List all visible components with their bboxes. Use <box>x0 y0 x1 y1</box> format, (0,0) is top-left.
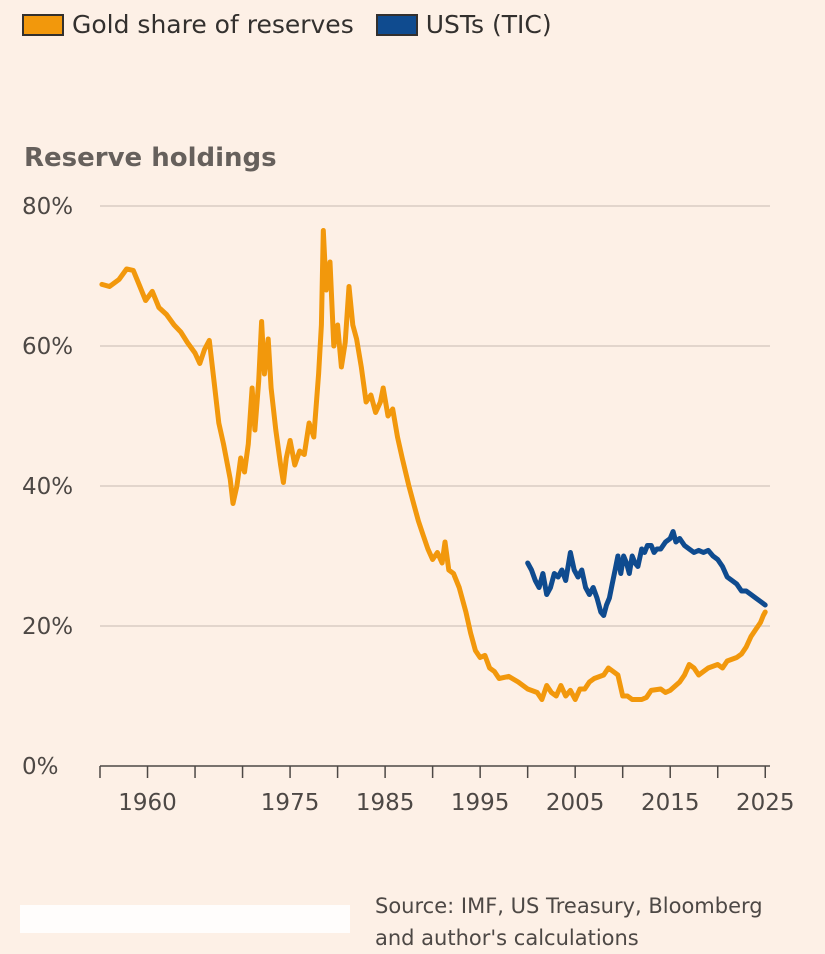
x-tick-label-2015: 2015 <box>641 790 700 816</box>
x-tick-label-1995: 1995 <box>451 790 510 816</box>
usts-line <box>525 529 768 618</box>
legend-item-gold: Gold share of reserves <box>22 10 354 39</box>
x-tick-label-1985: 1985 <box>356 790 415 816</box>
source-note: Source: IMF, US Treasury, Bloomberg and … <box>375 890 763 954</box>
x-tick-label-1960: 1960 <box>118 790 177 816</box>
legend-swatch-usts <box>375 13 418 36</box>
y-tick-label-80: 80% <box>22 194 73 220</box>
legend-item-usts: USTs (TIC) <box>375 10 552 39</box>
x-tick-label-2005: 2005 <box>546 790 605 816</box>
source-line-2: and author's calculations <box>375 926 639 950</box>
y-tick-labels: 0% 20% 40% 60% 80% <box>22 194 73 780</box>
gridlines <box>100 205 770 767</box>
series-lines <box>99 228 768 702</box>
legend: Gold share of reserves USTs (TIC) <box>22 10 574 39</box>
gold-share-line <box>99 228 768 702</box>
legend-label-usts: USTs (TIC) <box>425 10 552 39</box>
y-tick-label-20: 20% <box>22 614 73 640</box>
y-tick-label-0: 0% <box>22 754 59 780</box>
source-line-1: Source: IMF, US Treasury, Bloomberg <box>375 894 763 918</box>
x-tick-label-2025: 2025 <box>736 790 795 816</box>
y-tick-label-60: 60% <box>22 334 73 360</box>
legend-swatch-gold <box>22 13 64 36</box>
y-tick-label-40: 40% <box>22 474 73 500</box>
redaction-block <box>20 905 350 933</box>
legend-label-gold: Gold share of reserves <box>72 10 354 39</box>
x-tick-label-1975: 1975 <box>261 790 320 816</box>
y-axis-title: Reserve holdings <box>24 143 277 173</box>
line-chart: Reserve holdings 0% 20% 40% 60% 80% 1960 1975… <box>22 143 795 816</box>
x-axis: 1960 1975 1985 1995 2005 2015 2025 <box>99 766 795 816</box>
